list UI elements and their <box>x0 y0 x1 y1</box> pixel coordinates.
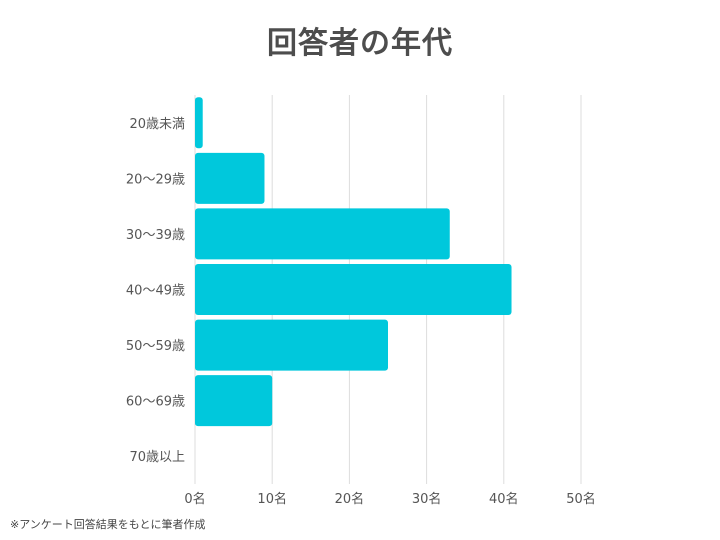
bar <box>195 319 388 371</box>
bar <box>195 152 265 204</box>
category-label: 50～59歳 <box>126 339 185 354</box>
x-tick-labels: 0名 10名 20名 30名 40名 50名 <box>184 491 595 507</box>
category-label: 60～69歳 <box>126 395 185 410</box>
bars <box>195 97 512 427</box>
x-tick-label: 30名 <box>412 491 442 507</box>
category-labels: 20歳未満 20～29歳 30～39歳 40～49歳 50～59歳 60～69歳 70歳以上 <box>126 117 185 465</box>
bar <box>195 375 273 427</box>
x-tick-label: 10名 <box>257 491 287 507</box>
x-tick-label: 0名 <box>184 491 205 507</box>
category-label: 70歳以上 <box>129 450 185 465</box>
x-tick-label: 40名 <box>489 491 519 507</box>
category-label: 20～29歳 <box>126 172 185 187</box>
bar <box>195 208 450 260</box>
x-tick-label: 50名 <box>566 491 596 507</box>
category-label: 30～39歳 <box>126 228 185 243</box>
footnote: ※アンケート回答結果をもとに筆者作成 <box>10 518 206 531</box>
bar <box>195 97 203 149</box>
bar <box>195 264 512 315</box>
chart-title: 回答者の年代 <box>267 26 453 61</box>
category-label: 20歳未満 <box>129 117 185 132</box>
x-tick-label: 20名 <box>335 491 365 507</box>
category-label: 40～49歳 <box>126 284 185 299</box>
